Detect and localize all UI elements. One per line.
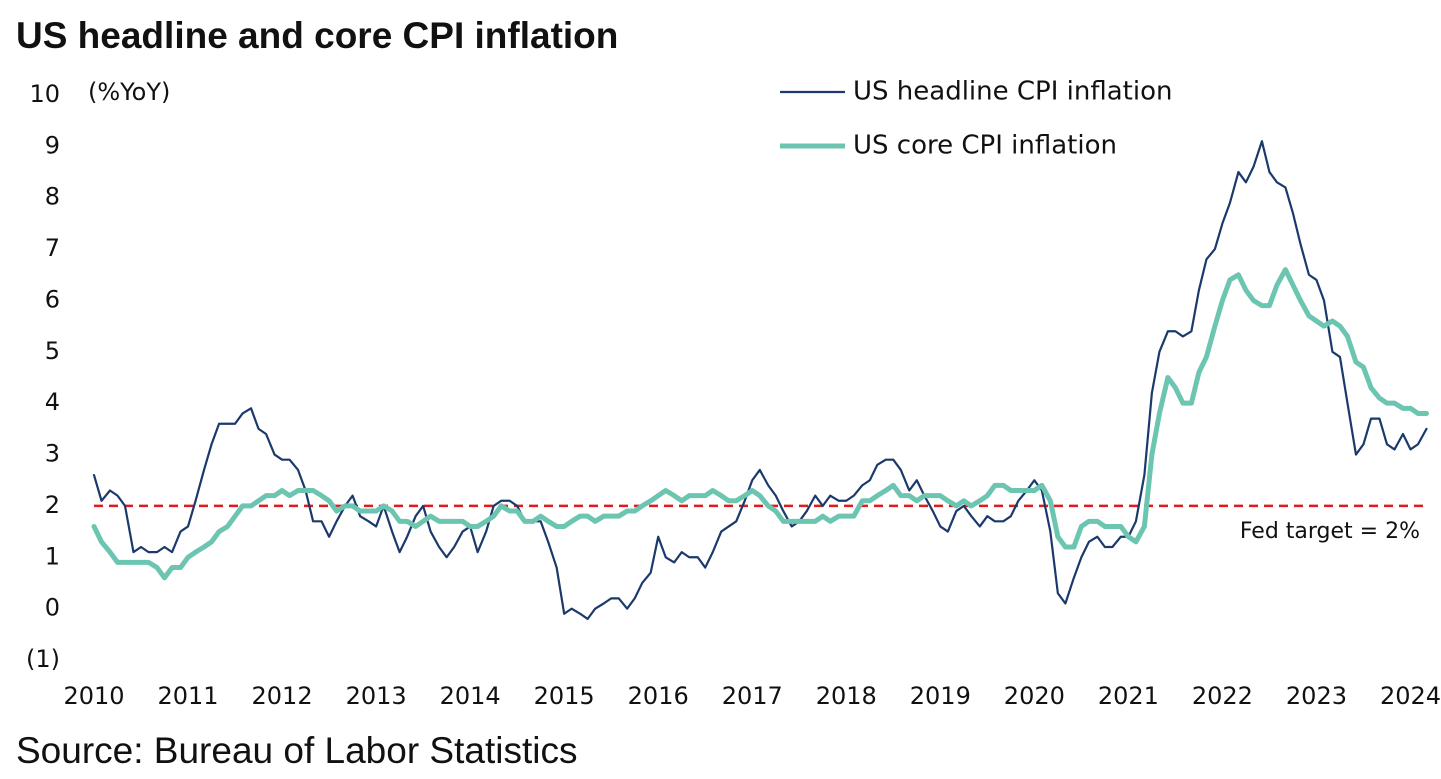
legend-label: US core CPI inflation xyxy=(853,131,1117,161)
x-tick-label: 2022 xyxy=(1192,682,1253,710)
y-tick-label: 10 xyxy=(29,80,60,108)
x-tick-label: 2019 xyxy=(910,682,971,710)
y-tick-label: 1 xyxy=(45,542,60,570)
x-tick-label: 2023 xyxy=(1286,682,1347,710)
y-tick-label: 8 xyxy=(45,183,60,211)
source-note: Source: Bureau of Labor Statistics xyxy=(16,730,577,771)
y-tick-label: (1) xyxy=(26,645,60,673)
x-tick-label: 2012 xyxy=(252,682,313,710)
y-tick-label: 2 xyxy=(45,491,60,519)
y-tick-label: 9 xyxy=(45,131,60,159)
y-tick-label: 4 xyxy=(45,388,60,416)
y-tick-label: 0 xyxy=(45,594,60,622)
y-tick-label: 3 xyxy=(45,440,60,468)
y-tick-label: 6 xyxy=(45,285,60,313)
x-tick-label: 2011 xyxy=(157,682,218,710)
series-line xyxy=(92,140,1428,621)
x-tick-label: 2016 xyxy=(628,682,689,710)
legend-label: US headline CPI inflation xyxy=(853,77,1172,107)
x-tick-label: 2014 xyxy=(440,682,501,710)
y-axis-label: (%YoY) xyxy=(88,78,170,106)
reference-label: Fed target = 2% xyxy=(1240,519,1420,544)
x-tick-label: 2017 xyxy=(722,682,783,710)
x-tick-label: 2020 xyxy=(1004,682,1065,710)
y-tick-label: 7 xyxy=(45,234,60,262)
x-tick-label: 2024 xyxy=(1380,682,1441,710)
x-tick-label: 2015 xyxy=(534,682,595,710)
x-tick-label: 2018 xyxy=(816,682,877,710)
chart-title: US headline and core CPI inflation xyxy=(16,15,618,56)
y-tick-label: 5 xyxy=(45,337,60,365)
series-line xyxy=(91,267,1429,581)
x-tick-label: 2013 xyxy=(346,682,407,710)
x-tick-label: 2021 xyxy=(1098,682,1159,710)
x-tick-label: 2010 xyxy=(63,682,124,710)
